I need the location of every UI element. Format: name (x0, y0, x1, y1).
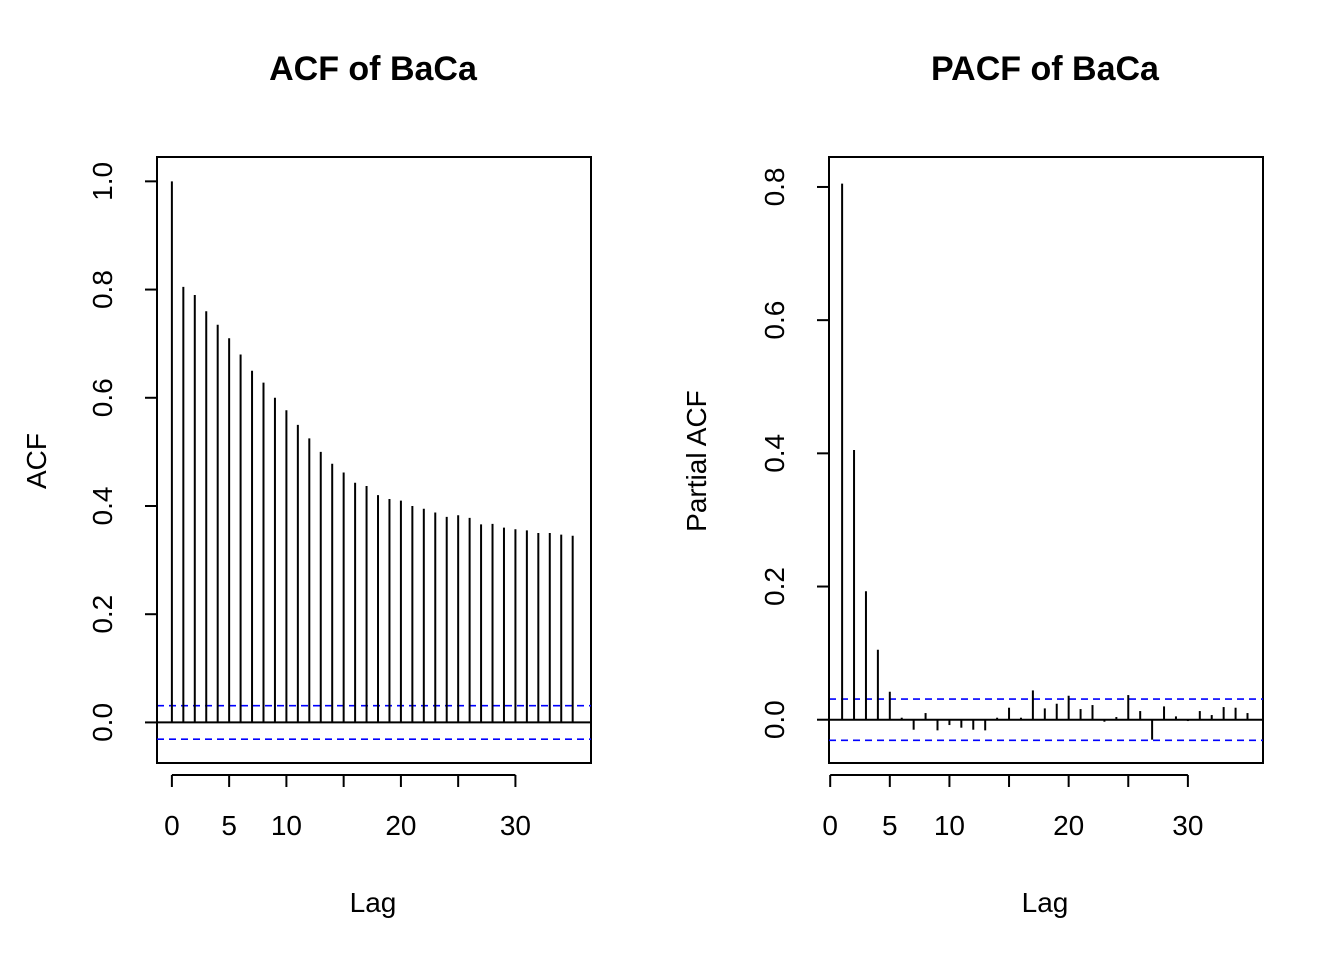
acf-y-tick-label: 0.8 (87, 270, 118, 309)
acf-ylabel: ACF (21, 433, 52, 489)
pacf-ylabel: Partial ACF (681, 390, 712, 532)
pacf-y-tick-label: 0.0 (759, 700, 790, 739)
pacf-marks (829, 183, 1263, 742)
pacf-y-tick-label: 0.4 (759, 434, 790, 473)
pacf-x-tick-label: 20 (1053, 810, 1084, 841)
pacf-x-tick-label: 5 (882, 810, 898, 841)
acf-x-tick-label: 20 (385, 810, 416, 841)
pacf-y-tick-label: 0.6 (759, 301, 790, 340)
pacf-plot-frame (828, 156, 1264, 764)
pacf-y-tick-label: 0.8 (759, 167, 790, 206)
pacf-x-axis: 0 5 10 20 30 (822, 774, 1203, 841)
pacf-xlabel: Lag (1022, 887, 1069, 918)
acf-panel: ACF of BaCa Lag ACF 0 5 10 20 30 0.00.20.40.… (21, 50, 592, 918)
acf-xlabel: Lag (350, 887, 397, 918)
acf-x-axis: 0 5 10 20 30 (164, 774, 531, 841)
acf-x-tick-label: 5 (221, 810, 237, 841)
acf-x-tick-label: 10 (271, 810, 302, 841)
pacf-y-axis: 0.0 0.2 0.4 0.6 0.8 (759, 167, 830, 739)
acf-y-axis: 0.0 0.2 0.4 0.6 0.8 1.0 (87, 162, 158, 742)
acf-y-tick-label: 0.6 (87, 378, 118, 417)
acf-x-tick-label: 0 (164, 810, 180, 841)
acf-title: ACF of BaCa (269, 50, 478, 88)
pacf-panel: PACF of BaCa Lag Partial ACF 0 5 10 20 30 0.… (681, 50, 1264, 918)
acf-y-tick-label: 0.2 (87, 595, 118, 634)
pacf-title: PACF of BaCa (931, 50, 1160, 88)
acf-y-tick-label: 0.4 (87, 487, 118, 526)
pacf-x-tick-label: 30 (1172, 810, 1203, 841)
pacf-x-tick-label: 10 (934, 810, 965, 841)
pacf-x-tick-label: 0 (822, 810, 838, 841)
acf-y-tick-label: 0.0 (87, 703, 118, 742)
acf-y-tick-label: 1.0 (87, 162, 118, 201)
acf-x-tick-label: 30 (500, 810, 531, 841)
acf-marks (157, 181, 591, 740)
pacf-y-tick-label: 0.2 (759, 567, 790, 606)
